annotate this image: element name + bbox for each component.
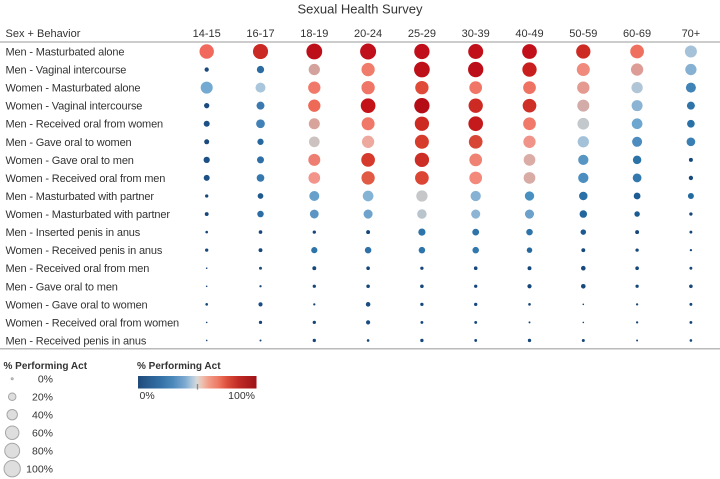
svg-text:20%: 20% — [32, 392, 53, 404]
svg-text:Men - Vaginal intercourse: Men - Vaginal intercourse — [6, 65, 127, 77]
svg-text:Sexual Health Survey: Sexual Health Survey — [297, 2, 423, 17]
svg-text:100%: 100% — [26, 464, 53, 476]
svg-text:Women - Received oral from wom: Women - Received oral from women — [6, 317, 180, 329]
svg-text:Men - Received oral from women: Men - Received oral from women — [6, 119, 164, 131]
svg-text:80%: 80% — [32, 446, 53, 458]
svg-text:Women - Received penis in anus: Women - Received penis in anus — [6, 245, 163, 257]
svg-text:70+: 70+ — [682, 28, 701, 40]
svg-text:14-15: 14-15 — [193, 28, 221, 40]
svg-text:60%: 60% — [32, 428, 53, 440]
svg-text:Men - Gave oral to men: Men - Gave oral to men — [6, 281, 118, 293]
svg-text:0%: 0% — [38, 374, 53, 386]
svg-text:% Performing Act: % Performing Act — [4, 361, 88, 372]
svg-text:25-29: 25-29 — [408, 28, 436, 40]
svg-text:Men - Inserted penis in anus: Men - Inserted penis in anus — [6, 227, 141, 239]
svg-text:20-24: 20-24 — [354, 28, 382, 40]
svg-text:Men - Received penis in anus: Men - Received penis in anus — [6, 335, 147, 347]
svg-text:Women - Vaginal intercourse: Women - Vaginal intercourse — [6, 101, 143, 113]
svg-text:% Performing Act: % Performing Act — [137, 361, 221, 372]
svg-text:Women - Masturbated with partn: Women - Masturbated with partner — [6, 209, 171, 221]
svg-text:100%: 100% — [228, 390, 255, 402]
svg-text:0%: 0% — [140, 390, 155, 402]
svg-text:16-17: 16-17 — [246, 28, 274, 40]
svg-text:30-39: 30-39 — [462, 28, 490, 40]
svg-text:Women - Masturbated alone: Women - Masturbated alone — [6, 83, 141, 95]
svg-text:Women - Gave oral to women: Women - Gave oral to women — [6, 299, 148, 311]
svg-text:Men - Gave oral to women: Men - Gave oral to women — [6, 137, 132, 149]
svg-text:50-59: 50-59 — [569, 28, 597, 40]
svg-text:Men - Masturbated alone: Men - Masturbated alone — [6, 47, 125, 59]
svg-text:40%: 40% — [32, 410, 53, 422]
svg-text:18-19: 18-19 — [300, 28, 328, 40]
svg-text:Sex + Behavior: Sex + Behavior — [6, 28, 81, 40]
svg-text:40-49: 40-49 — [515, 28, 543, 40]
svg-text:Men - Received oral from men: Men - Received oral from men — [6, 263, 150, 275]
svg-text:60-69: 60-69 — [623, 28, 651, 40]
svg-text:Women - Received oral from men: Women - Received oral from men — [6, 173, 166, 185]
svg-text:Women - Gave oral to men: Women - Gave oral to men — [6, 155, 134, 167]
svg-text:Men - Masturbated with partner: Men - Masturbated with partner — [6, 191, 155, 203]
